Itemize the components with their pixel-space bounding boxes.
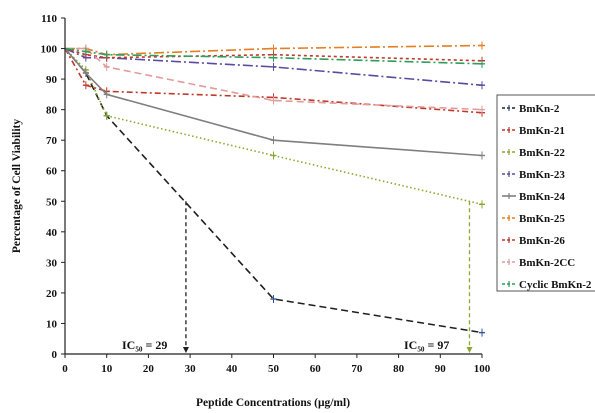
axes <box>64 18 482 355</box>
legend: BmKn-2 BmKn-21 BmKn-22 BmKn-23 BmKn-24 BmKn-2… <box>496 94 595 292</box>
x-tick-label: 60 <box>310 363 322 375</box>
x-tick-label: 90 <box>435 363 447 375</box>
legend-label: BmKn-26 <box>519 235 565 247</box>
ic50-label: IC₅₀ = 29 <box>122 338 167 352</box>
series-lines <box>64 41 485 337</box>
x-tick-label: 80 <box>393 363 405 375</box>
y-tick-label: 20 <box>46 288 58 300</box>
y-axis-title: Percentage of Cell Viability <box>11 119 23 253</box>
legend-label: BmKn-2 <box>519 103 560 115</box>
x-tick-label: 70 <box>351 363 363 375</box>
ic50-arrowhead <box>182 347 189 353</box>
x-tick-label: 100 <box>474 363 491 375</box>
x-tick-label: 10 <box>101 363 113 375</box>
x-tick-label: 40 <box>226 363 238 375</box>
y-tick-label: 110 <box>41 13 57 25</box>
y-tick-label: 40 <box>46 227 58 239</box>
legend-label: BmKn-21 <box>519 125 565 137</box>
y-tick-label: 70 <box>46 135 58 147</box>
y-tick-label: 60 <box>46 166 58 178</box>
x-tick-label: 30 <box>185 363 197 375</box>
ic50-label: IC₅₀ = 97 <box>404 338 449 352</box>
legend-label: BmKn-22 <box>519 147 565 159</box>
series-cyclic-bmkn-2 <box>64 47 485 68</box>
legend-label: BmKn-2CC <box>519 257 575 269</box>
y-tick-label: 0 <box>52 349 58 361</box>
y-axis-ticks: 0 10 20 30 40 50 60 70 80 90 100 110 <box>41 13 65 361</box>
x-tick-label: 20 <box>143 363 155 375</box>
legend-label: Cyclic BmKn-2 <box>519 279 592 291</box>
x-axis-title: Peptide Concentrations (μg/ml) <box>196 397 350 409</box>
y-tick-label: 30 <box>46 257 58 269</box>
series-line <box>64 47 483 334</box>
legend-box <box>496 94 595 292</box>
ic50-arrowhead <box>466 347 473 353</box>
legend-label: BmKn-25 <box>519 213 565 225</box>
x-tick-label: 0 <box>62 363 68 375</box>
y-tick-label: 10 <box>46 318 58 330</box>
legend-label: BmKn-23 <box>519 169 565 181</box>
x-axis-ticks: 0 10 20 30 40 50 60 70 80 90 100 <box>62 354 491 375</box>
series-bmkn-2cc <box>65 44 485 114</box>
ic50-guides <box>182 201 473 353</box>
x-tick-label: 50 <box>268 363 280 375</box>
y-tick-label: 80 <box>46 105 58 117</box>
legend-label: BmKn-24 <box>519 191 565 203</box>
annotations: IC₅₀ = 29 IC₅₀ = 97 <box>122 338 449 352</box>
series-bmkn-24 <box>64 47 485 160</box>
y-tick-label: 90 <box>46 74 58 86</box>
y-tick-label: 50 <box>46 196 58 208</box>
series-bmkn-25 <box>65 41 485 59</box>
series-line <box>64 48 483 114</box>
series-bmkn-22 <box>64 47 485 209</box>
y-tick-label: 100 <box>41 44 58 56</box>
